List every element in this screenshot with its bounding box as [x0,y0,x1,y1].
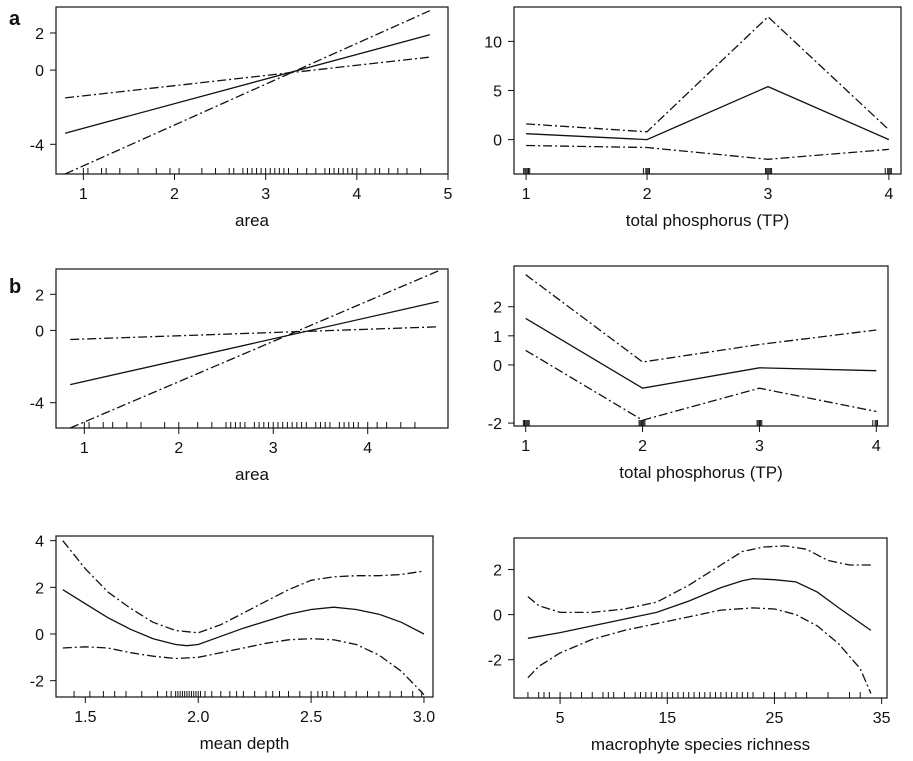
y-tick-label: 1 [493,329,502,346]
confidence-band-line [62,540,425,634]
x-tick-label: 3 [261,186,270,203]
confidence-band-line [525,274,877,363]
chart-panel-b-richness: 5 15 25 35 -2 0 2 macrophyte species richness [488,537,891,754]
y-tick-label: -2 [488,653,502,670]
y-tick-label: -2 [30,674,44,691]
x-tick-label: 4 [884,186,893,203]
fitted-line [525,317,877,389]
fitted-line [70,300,439,386]
plot-frame [55,268,449,429]
x-tick-label: 5 [444,186,453,203]
x-tick-label: 2.5 [300,709,322,726]
x-tick-label: 3.0 [413,709,435,726]
confidence-band-line [525,349,877,421]
y-tick-label: 0 [493,133,502,150]
confidence-band-line [69,270,439,429]
x-tick-label: 4 [352,186,361,203]
x-tick-label: 1 [521,438,530,455]
panel-letter-b: b [9,276,21,298]
chart-panel-b-tp: 1 2 3 4 -2 0 1 2 total phosphorus (TP) [488,265,889,482]
x-axis-title: area [235,465,270,484]
y-tick-label: -4 [30,396,44,413]
confidence-band-line [62,638,425,696]
y-tick-label: 5 [493,84,502,101]
y-tick-label: 0 [493,358,502,375]
confidence-band-line [65,56,430,99]
x-tick-label: 1 [80,440,89,457]
y-tick-label: 2 [35,26,44,43]
plot-frame [55,535,434,698]
x-tick-label: 2 [638,438,647,455]
y-tick-label: 0 [35,323,44,340]
x-tick-label: 4 [872,438,881,455]
y-tick-label: 2 [35,287,44,304]
x-tick-label: 2 [170,186,179,203]
x-tick-label: 1 [79,186,88,203]
y-tick-label: 2 [493,300,502,317]
y-tick-label: 0 [493,608,502,625]
confidence-band-line [526,15,890,133]
x-axis-title: total phosphorus (TP) [626,211,789,230]
x-axis-title: mean depth [200,734,290,753]
y-tick-label: 0 [35,63,44,80]
y-tick-label: -2 [488,416,502,433]
x-tick-label: 2 [174,440,183,457]
plot-frame [513,265,889,427]
fitted-line [526,85,890,141]
chart-panel-b-area: 1 2 3 4 -4 0 2 area [30,268,449,484]
confidence-band-line [527,545,871,614]
x-tick-label: 2 [643,186,652,203]
y-tick-label: -4 [30,137,44,154]
y-tick-label: 4 [35,534,44,551]
confidence-band-line [527,607,872,694]
x-tick-label: 3 [764,186,773,203]
confidence-band-line [64,10,431,175]
x-tick-label: 5 [556,710,565,727]
x-axis-title: total phosphorus (TP) [619,463,782,482]
x-tick-label: 15 [658,710,676,727]
x-tick-label: 35 [873,710,891,727]
confidence-band-line [70,326,439,341]
x-axis-title: macrophyte species richness [591,735,810,754]
chart-panel-b-depth: 1.5 2.0 2.5 3.0 -2 0 2 4 mean depth [30,534,435,753]
x-axis-title: area [235,211,270,230]
y-tick-label: 2 [493,563,502,580]
y-tick-label: 0 [35,627,44,644]
x-tick-label: 1 [522,186,531,203]
chart-panel-a-tp: 1 2 3 4 0 5 10 total phosphorus (TP) [484,6,902,230]
x-tick-label: 3 [269,440,278,457]
x-tick-label: 25 [766,710,784,727]
fitted-line [527,577,872,639]
y-tick-label: 10 [484,34,502,51]
fitted-line [64,34,430,134]
x-tick-label: 2.0 [187,709,209,726]
y-tick-label: 2 [35,580,44,597]
x-tick-label: 1.5 [74,709,96,726]
fitted-line [62,589,425,647]
panel-letter-a: a [9,8,21,30]
x-tick-label: 3 [755,438,764,455]
chart-panel-a-area: 1 2 3 4 5 -4 0 2 area [30,6,453,230]
plot-frame [513,537,888,699]
x-tick-label: 4 [363,440,372,457]
